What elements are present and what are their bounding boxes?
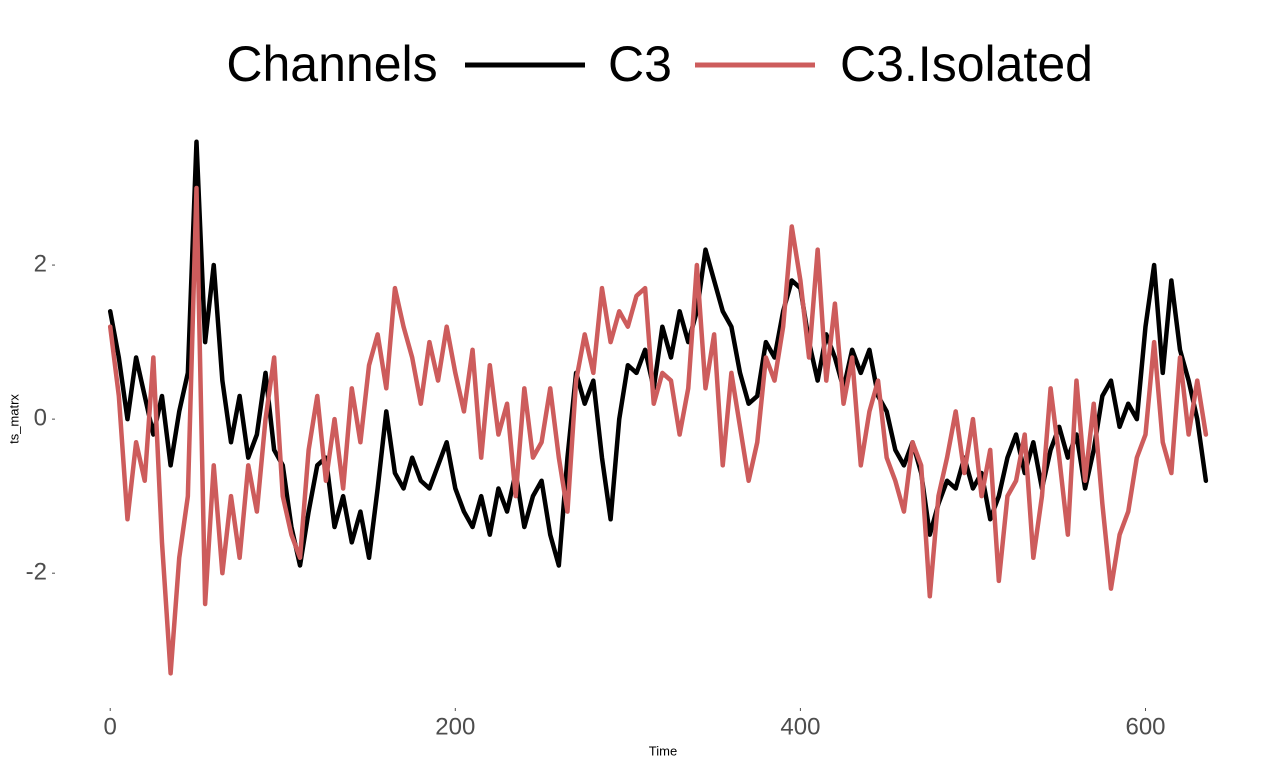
- y-tick-label: -2: [26, 559, 47, 586]
- x-tick-label: 200: [435, 713, 475, 740]
- x-tick-label: 400: [780, 713, 820, 740]
- x-axis-title: Time: [649, 743, 677, 758]
- y-axis-title: ts_matrx: [6, 394, 21, 444]
- x-tick-label: 0: [104, 713, 117, 740]
- legend-title: Channels: [226, 36, 437, 92]
- legend-label: C3: [608, 36, 672, 92]
- series-line: [107, 185, 1209, 676]
- y-tick-label: 0: [34, 404, 47, 431]
- y-tick-label: 2: [34, 250, 47, 277]
- x-tick-label: 600: [1125, 713, 1165, 740]
- legend-label: C3.Isolated: [840, 36, 1093, 92]
